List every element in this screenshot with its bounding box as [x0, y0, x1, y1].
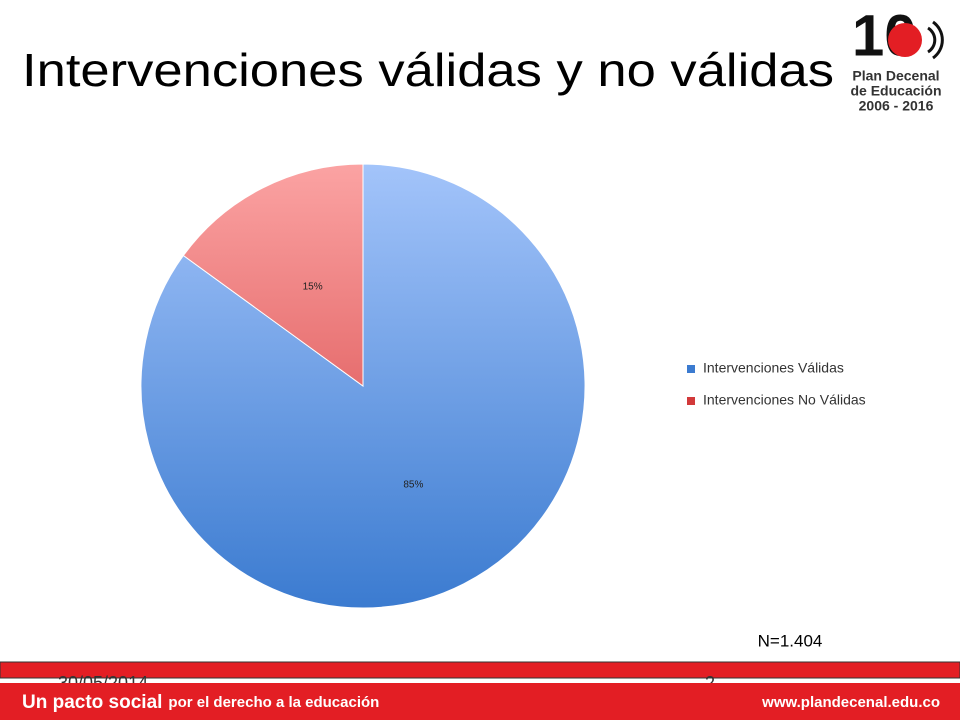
legend-swatch	[687, 397, 695, 405]
footer-slogan: Un pacto social por el derecho a la educa…	[22, 692, 379, 713]
footer-band	[0, 683, 960, 720]
logo-line: de Educación	[850, 83, 941, 99]
logo-waves	[927, 20, 944, 60]
slogan-text: por el derecho a la educación	[168, 694, 379, 711]
footer-page: 2	[705, 673, 715, 693]
logo-line: 2006 - 2016	[859, 98, 934, 114]
footer-url: www.plandecenal.edu.co	[761, 694, 940, 711]
legend-swatch	[687, 365, 695, 373]
sample-note: N=1.404	[758, 631, 823, 650]
legend-label: Intervenciones No Válidas	[703, 392, 866, 408]
logo-line: Plan Decenal	[852, 68, 939, 84]
data-label: 85%	[403, 480, 423, 491]
footer-bar	[0, 661, 960, 679]
slide-title: Intervenciones válidas y no válidas	[22, 44, 834, 96]
legend-label: Intervenciones Válidas	[703, 360, 844, 376]
pie: 85% 15%	[140, 163, 586, 609]
logo: 10 Plan Decenal de Educación 2006 - 2016	[850, 3, 944, 114]
legend: Intervenciones Válidas Intervenciones No …	[687, 360, 866, 408]
pie-slice	[182, 163, 364, 387]
slogan-bold: Un pacto social	[22, 692, 162, 713]
logo-circle	[888, 23, 922, 57]
data-label: 15%	[303, 282, 323, 293]
